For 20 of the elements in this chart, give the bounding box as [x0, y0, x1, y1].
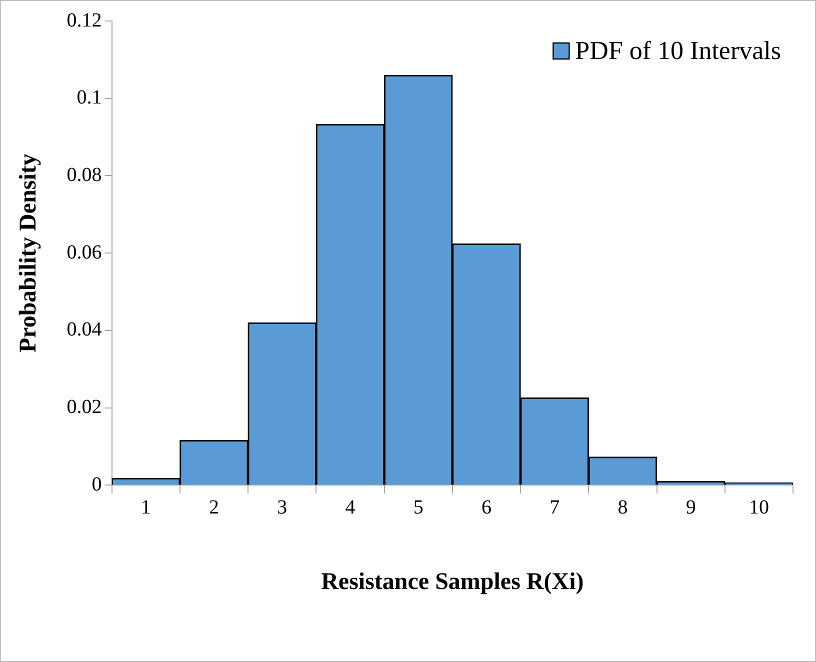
y-axis-title: Probability Density	[16, 154, 42, 353]
x-tick-label: 7	[550, 496, 560, 518]
y-tick-label: 0.04	[66, 318, 102, 341]
x-tick-label: 5	[413, 496, 424, 518]
x-tick-label: 8	[618, 496, 628, 518]
y-tick-label: 0.06	[66, 241, 102, 264]
x-tick-label: 3	[277, 496, 288, 518]
y-tick-label: 0.1	[76, 86, 102, 109]
x-tick-label: 6	[481, 496, 492, 518]
legend-label: PDF of 10 Intervals	[575, 36, 782, 65]
x-tick-label: 2	[208, 496, 219, 518]
x-tick-label: 9	[686, 496, 696, 518]
y-tick-label: 0.08	[66, 164, 102, 186]
x-tick-label: 10	[748, 496, 769, 518]
y-tick-label: 0.12	[66, 9, 102, 32]
y-tick-label: 0.02	[66, 396, 102, 418]
x-tick-label: 1	[140, 496, 151, 518]
x-axis-title: Resistance Samples R(Xi)	[321, 568, 584, 595]
y-tick-label: 0	[92, 473, 102, 496]
x-tick-label: 4	[345, 496, 356, 518]
